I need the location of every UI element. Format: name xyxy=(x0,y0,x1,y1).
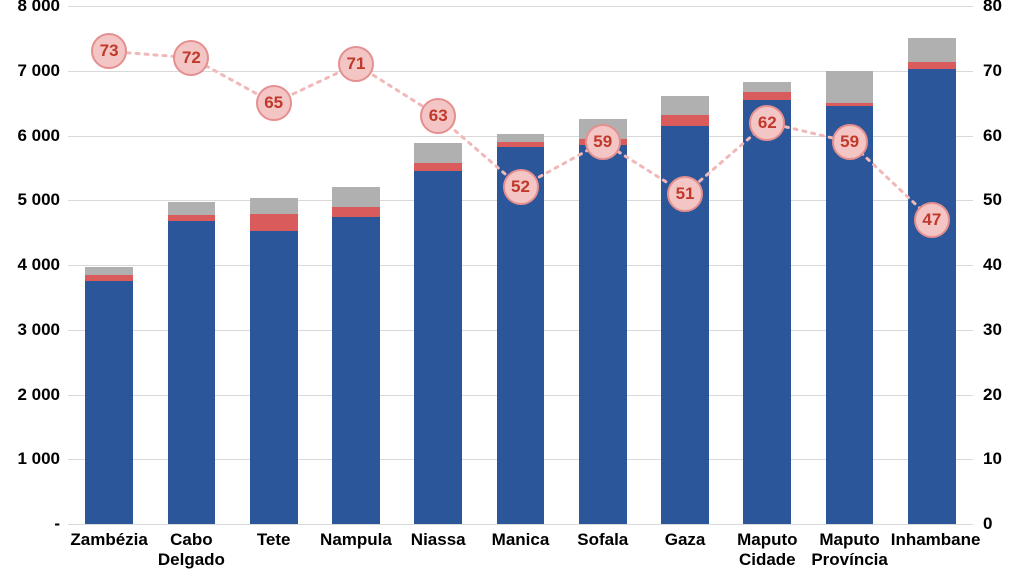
category-label: Nampula xyxy=(315,524,397,550)
bar-seg-series_gray xyxy=(743,82,791,92)
bar-seg-series_red xyxy=(661,115,709,126)
category-label: CaboDelgado xyxy=(150,524,232,569)
bar-seg-series_blue xyxy=(579,145,627,524)
y-right-tick: 80 xyxy=(983,0,1002,16)
trend-marker: 47 xyxy=(914,202,950,238)
category-label: MaputoCidade xyxy=(726,524,808,569)
chart-container: ZambéziaCaboDelgadoTeteNampulaNiassaMani… xyxy=(0,0,1023,586)
y-left-tick: 3 000 xyxy=(17,320,60,340)
bar-group xyxy=(661,96,709,524)
category-label: MaputoProvíncia xyxy=(808,524,890,569)
bar-seg-series_red xyxy=(250,214,298,231)
bar-seg-series_gray xyxy=(908,38,956,62)
trend-marker: 51 xyxy=(667,176,703,212)
y-right-tick: 30 xyxy=(983,320,1002,340)
plot-area: ZambéziaCaboDelgadoTeteNampulaNiassaMani… xyxy=(68,6,973,524)
bar-seg-series_gray xyxy=(332,187,380,207)
category-label: Niassa xyxy=(397,524,479,550)
bar-seg-series_blue xyxy=(414,171,462,524)
bar-seg-series_blue xyxy=(250,231,298,524)
trend-marker: 52 xyxy=(503,169,539,205)
bar-seg-series_gray xyxy=(826,71,874,103)
category-label: Manica xyxy=(479,524,561,550)
y-left-tick: 7 000 xyxy=(17,61,60,81)
y-left-tick: 1 000 xyxy=(17,449,60,469)
bar-seg-series_blue xyxy=(332,217,380,524)
bar-seg-series_gray xyxy=(250,198,298,214)
bar-group xyxy=(579,119,627,524)
trend-marker: 65 xyxy=(256,85,292,121)
bar-group xyxy=(414,143,462,524)
bar-seg-series_gray xyxy=(497,134,545,142)
bar-seg-series_blue xyxy=(85,281,133,524)
y-right-tick: 60 xyxy=(983,126,1002,146)
y-right-tick: 0 xyxy=(983,514,992,534)
bar-seg-series_blue xyxy=(168,221,216,524)
bar-seg-series_red xyxy=(908,62,956,70)
gridline xyxy=(68,6,973,7)
bar-seg-series_red xyxy=(414,163,462,171)
bar-seg-series_blue xyxy=(743,100,791,524)
bar-seg-series_gray xyxy=(168,202,216,214)
trend-marker: 59 xyxy=(832,124,868,160)
category-label: Tete xyxy=(233,524,315,550)
bar-seg-series_gray xyxy=(661,96,709,115)
y-right-tick: 50 xyxy=(983,190,1002,210)
y-left-tick: - xyxy=(54,514,60,534)
y-left-tick: 5 000 xyxy=(17,190,60,210)
category-label: Gaza xyxy=(644,524,726,550)
category-label: Zambézia xyxy=(68,524,150,550)
trend-marker: 63 xyxy=(420,98,456,134)
y-right-tick: 10 xyxy=(983,449,1002,469)
bar-group xyxy=(250,198,298,524)
y-left-tick: 2 000 xyxy=(17,385,60,405)
y-right-tick: 40 xyxy=(983,255,1002,275)
category-label: Sofala xyxy=(562,524,644,550)
bar-seg-series_red xyxy=(332,207,380,217)
y-right-tick: 70 xyxy=(983,61,1002,81)
trend-marker: 73 xyxy=(91,33,127,69)
trend-marker: 71 xyxy=(338,46,374,82)
bar-seg-series_blue xyxy=(826,106,874,524)
bar-group xyxy=(332,187,380,524)
bar-group xyxy=(85,267,133,524)
category-label: Inhambane xyxy=(891,524,973,550)
bar-seg-series_gray xyxy=(85,267,133,275)
bar-group xyxy=(908,38,956,524)
bar-group xyxy=(168,202,216,524)
trend-marker: 59 xyxy=(585,124,621,160)
y-left-tick: 6 000 xyxy=(17,126,60,146)
y-right-tick: 20 xyxy=(983,385,1002,405)
trend-marker: 72 xyxy=(173,40,209,76)
bar-seg-series_gray xyxy=(414,143,462,164)
bar-seg-series_blue xyxy=(908,69,956,524)
bar-group xyxy=(743,82,791,524)
y-left-tick: 8 000 xyxy=(17,0,60,16)
bar-seg-series_red xyxy=(743,92,791,100)
y-left-tick: 4 000 xyxy=(17,255,60,275)
trend-marker: 62 xyxy=(749,105,785,141)
